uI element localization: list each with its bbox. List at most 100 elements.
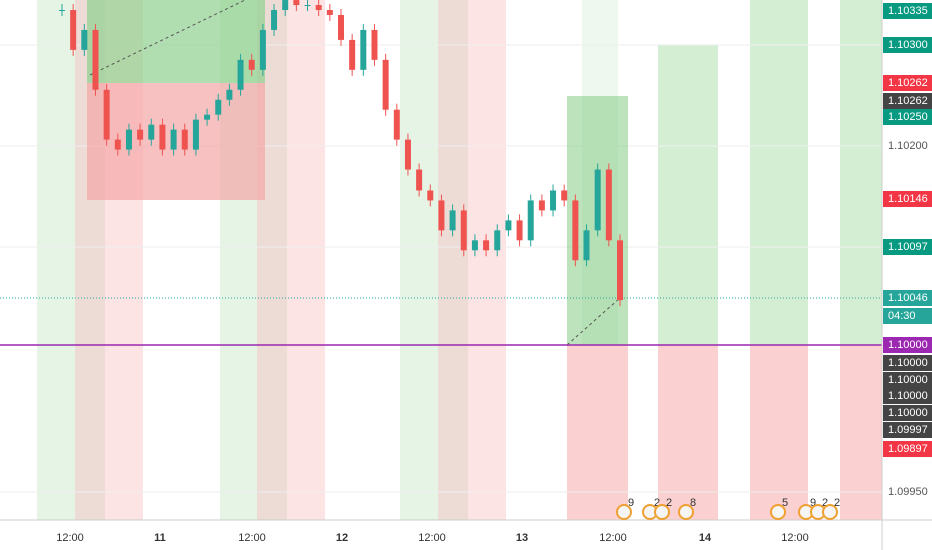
candle (360, 29, 367, 70)
candle (382, 59, 389, 110)
candle (605, 169, 612, 241)
candle (237, 59, 244, 90)
axis-labels: 1.10335 1.10300 1.10262 1.10262 1.10250 1.102… (56, 3, 932, 544)
candle (181, 129, 188, 150)
event-count: 8 (690, 497, 696, 509)
price-tag (883, 441, 932, 457)
event-count: 9 (628, 497, 634, 509)
candle (114, 139, 121, 150)
price-label: 1.10200 (888, 140, 928, 152)
price-tag (883, 422, 932, 438)
candle (215, 99, 222, 115)
time-label: 12 (336, 532, 348, 544)
candle (315, 5, 322, 11)
candle (427, 190, 434, 201)
price-tag (883, 109, 932, 125)
candle (159, 124, 166, 150)
price-label: 1.10000 (888, 390, 928, 402)
price-label: 1.10146 (888, 193, 928, 205)
price-label: 1.10000 (888, 407, 928, 419)
candle (226, 89, 233, 100)
event-count: 2 (834, 497, 840, 509)
candles (59, 0, 623, 307)
candle (449, 210, 456, 231)
price-tag (883, 308, 932, 324)
price-tag (883, 388, 932, 404)
candle (538, 200, 545, 211)
candle (338, 14, 344, 40)
candle (59, 10, 65, 12)
price-label: 1.09950 (888, 486, 928, 498)
event-icon (654, 504, 670, 520)
price-label: 1.10000 (888, 339, 928, 351)
candle (259, 29, 266, 70)
candle (416, 169, 423, 191)
price-tag (883, 37, 932, 53)
price-label: 1.10250 (888, 111, 928, 123)
time-label: 11 (154, 532, 166, 544)
price-label: 1.10097 (888, 241, 928, 253)
event-count: 2 (822, 497, 828, 509)
price-label: 1.10300 (888, 39, 928, 51)
price-label: 1.10262 (888, 77, 928, 89)
candle (248, 59, 255, 70)
event-count: 2 (666, 497, 672, 509)
time-label: 12:00 (418, 532, 446, 544)
candle (516, 220, 523, 241)
candle (393, 109, 400, 140)
candle (438, 200, 445, 231)
candle (192, 119, 199, 150)
price-tag (883, 191, 932, 207)
price-label: 1.10046 (888, 292, 928, 304)
candle (304, 5, 311, 7)
price-label: 1.10000 (888, 357, 928, 369)
candle (125, 129, 132, 150)
event-icon (770, 504, 786, 520)
candle (594, 169, 601, 231)
price-tag (883, 75, 932, 91)
candle (583, 230, 590, 261)
price-label: 1.10000 (888, 374, 928, 386)
price-tag (883, 337, 932, 353)
candle (282, 0, 289, 11)
time-label: 12:00 (238, 532, 266, 544)
event-icon (678, 504, 694, 520)
price-axis (882, 0, 932, 550)
event-count: 5 (782, 497, 788, 509)
candle (326, 10, 333, 15)
candle (460, 210, 467, 251)
candle (103, 89, 110, 140)
candle (494, 230, 501, 251)
candle (404, 139, 411, 170)
event-icon (616, 504, 632, 520)
price-tag (883, 239, 932, 255)
candle (371, 29, 378, 60)
candle (349, 39, 356, 70)
time-label: 12:00 (781, 532, 809, 544)
price-label: 1.09997 (888, 424, 928, 436)
candle (204, 114, 211, 120)
price-tag (883, 372, 932, 388)
candle (561, 190, 568, 201)
candle (617, 240, 623, 301)
event-count: 9 (810, 497, 816, 509)
candle (483, 240, 490, 251)
price-label: 1.10262 (888, 95, 928, 107)
price-label: 1.09897 (888, 443, 928, 455)
price-label: 04:30 (888, 310, 916, 322)
price-tag (883, 355, 932, 371)
candle (293, 0, 300, 6)
candle (70, 10, 77, 50)
position-boxes (87, 0, 628, 346)
price-tag (883, 93, 932, 109)
time-label: 13 (516, 532, 528, 544)
price-tag (883, 290, 932, 306)
event-icon (822, 504, 838, 520)
candle (170, 129, 177, 150)
price-tag (883, 3, 932, 19)
candle (572, 200, 579, 261)
candle (505, 220, 512, 231)
candle (81, 29, 88, 50)
candle (148, 124, 155, 140)
